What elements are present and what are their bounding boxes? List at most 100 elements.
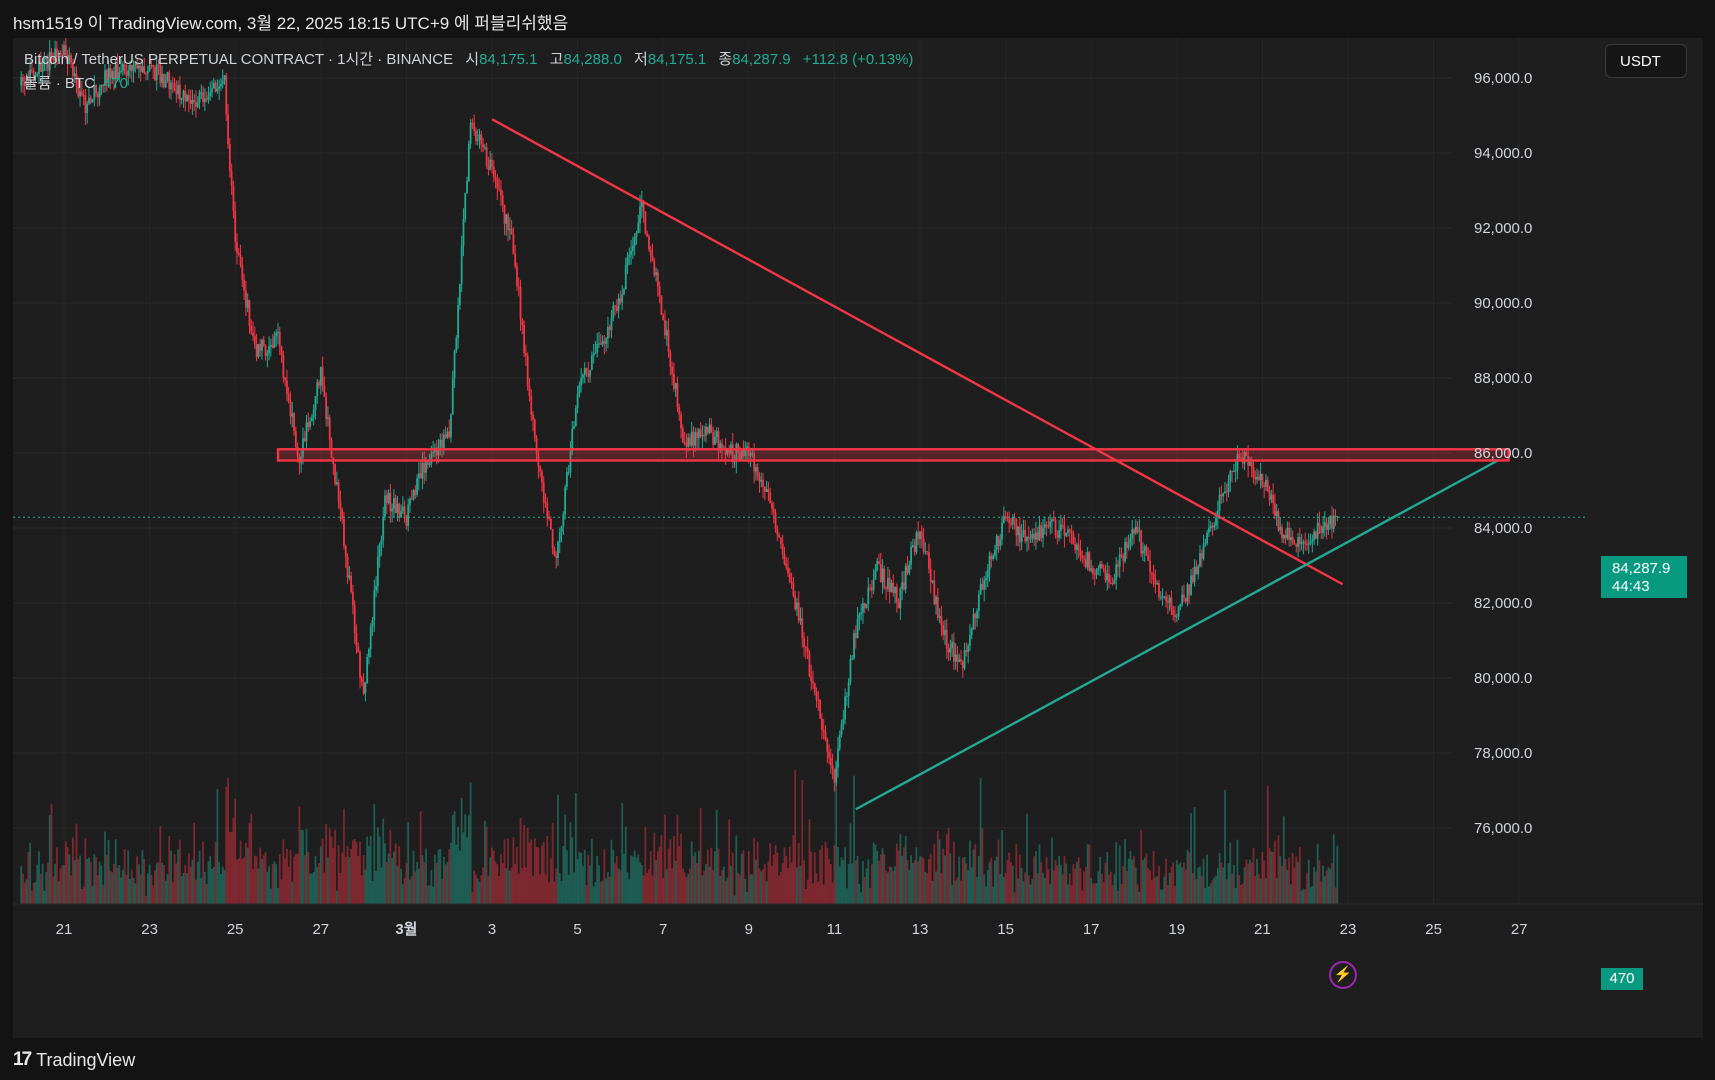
candle-body (318, 382, 320, 386)
candle-body (614, 305, 616, 307)
candle-body (931, 580, 934, 583)
candle-body (1125, 541, 1128, 548)
volume-bar (145, 896, 147, 904)
candle-body (979, 584, 982, 595)
candle-body (519, 286, 522, 320)
price-chart[interactable]: 96,000.094,000.092,000.090,000.088,000.0… (13, 38, 1703, 1038)
candle-body (1329, 515, 1332, 525)
volume-bar (207, 861, 210, 904)
volume-bar (1190, 813, 1192, 904)
volume-bar (564, 814, 567, 904)
candle-body (639, 206, 641, 224)
volume-bar (314, 856, 317, 904)
volume-bar (425, 848, 427, 904)
volume-bar (1270, 851, 1273, 904)
volume-bar (589, 865, 591, 904)
volume-bar (211, 868, 213, 904)
candle-body (1336, 515, 1339, 517)
volume-bar (908, 869, 911, 904)
candle-body (744, 447, 747, 457)
volume-bar (1170, 867, 1173, 904)
candle-body (781, 543, 784, 555)
candle-body (1175, 616, 1178, 618)
volume-bar (557, 794, 559, 904)
candle-body (892, 582, 895, 594)
candle-body (1224, 491, 1226, 494)
volume-bar (130, 869, 133, 904)
volume-bar (578, 851, 581, 904)
volume-bar (421, 855, 424, 904)
volume-bar (769, 843, 772, 904)
candle-body (287, 394, 290, 402)
candle-body (385, 495, 388, 503)
candle-body (804, 647, 807, 649)
volume-bar (976, 876, 978, 904)
candle-body (125, 72, 128, 76)
volume-bar (428, 885, 431, 904)
currency-button[interactable]: USDT (1605, 44, 1687, 78)
candle-body (175, 90, 178, 95)
volume-bar (168, 835, 171, 904)
volume-bar (915, 847, 918, 904)
drawings[interactable] (13, 118, 1588, 811)
volume-bar (22, 873, 24, 904)
volume-bar (457, 826, 460, 904)
candle-body (1174, 614, 1176, 617)
candle-body (38, 62, 40, 74)
candle-body (141, 66, 144, 72)
candle-body (88, 97, 90, 104)
brand[interactable]: 17 TradingView (13, 1049, 135, 1071)
candle-body (573, 426, 575, 429)
candle-body (230, 171, 233, 187)
candle-body (202, 92, 204, 103)
volume-bar (353, 839, 356, 904)
candle-body (888, 578, 891, 592)
candle-body (419, 473, 422, 479)
candle-body (787, 567, 789, 574)
support-trendline[interactable] (855, 459, 1499, 811)
volume-bar (80, 888, 83, 904)
candle-body (352, 591, 354, 606)
candle-body (567, 471, 570, 473)
candle-body (303, 438, 306, 442)
volume-bar (1115, 842, 1118, 904)
candle-body (935, 597, 937, 605)
bar-countdown: 44:43 (1612, 578, 1650, 595)
volume-bar (612, 850, 615, 904)
candle-body (22, 77, 24, 82)
candle-body (1088, 552, 1091, 571)
resistance-trendline[interactable] (491, 118, 1344, 586)
candle-body (997, 535, 1000, 546)
candle-body (526, 355, 529, 387)
volume-bar (981, 828, 984, 904)
candle-body (269, 344, 272, 347)
candle-body (862, 603, 864, 613)
volume-bar (863, 877, 866, 904)
volume-bar (403, 877, 406, 904)
lightning-icon[interactable]: ⚡ (1329, 961, 1357, 989)
volume-bar (73, 860, 76, 904)
candle-body (703, 434, 706, 436)
candle-body (1074, 543, 1077, 550)
candle-body (1243, 451, 1246, 464)
candle-body (1145, 546, 1148, 556)
volume-bar (1291, 852, 1294, 904)
chart-frame[interactable]: 96,000.0 94,000.0 92,000.0 90,000.0 88,000.0… (13, 38, 1703, 1038)
candle-body (1216, 510, 1219, 518)
y-tick-label: 96,000.0 (1474, 70, 1532, 87)
volume-bar (430, 869, 433, 904)
candle-body (776, 528, 779, 535)
volume-bar (414, 871, 417, 904)
volume-bar (1322, 865, 1324, 904)
volume-bar (95, 857, 97, 904)
candle-body (961, 661, 964, 669)
candle-body (812, 681, 814, 684)
volume-bar (1065, 863, 1068, 904)
candle-body (562, 514, 565, 526)
x-tick-label: 25 (227, 921, 244, 938)
candle-body (221, 80, 224, 85)
volume-bar (917, 861, 920, 904)
resistance-zone-rect[interactable] (276, 448, 1510, 462)
volume-bar (432, 886, 435, 904)
candle-body (1086, 552, 1089, 568)
